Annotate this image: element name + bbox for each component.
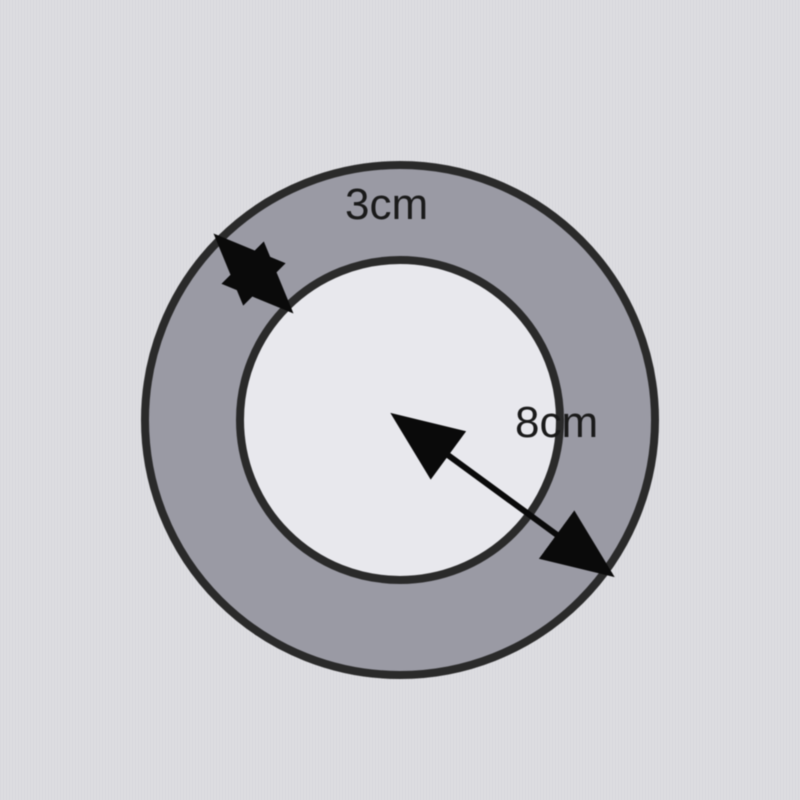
ring-width-label: 3cm: [345, 180, 428, 230]
radius-label: 8cm: [515, 398, 598, 448]
annulus-diagram: 3cm 8cm: [120, 120, 680, 680]
